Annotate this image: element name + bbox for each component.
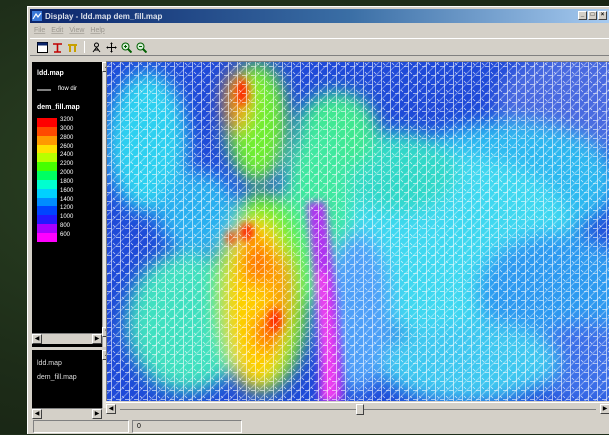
- elevation-map-image: [107, 62, 609, 401]
- legend-value-label: 2400: [60, 152, 74, 159]
- map-canvas[interactable]: [106, 61, 609, 401]
- status-pane-2: 0: [132, 420, 242, 433]
- menu-help[interactable]: Help: [90, 26, 105, 34]
- legend-swatch: [37, 126, 57, 136]
- legend-swatch: [37, 197, 57, 207]
- legend-color-ramp: [37, 118, 57, 242]
- legend-value-label: 3200: [60, 117, 74, 123]
- legend-swatch: [37, 162, 57, 172]
- zoom-in-icon[interactable]: [120, 41, 133, 54]
- legend-swatch: [37, 188, 57, 198]
- scroll-left-arrow-icon[interactable]: ◀: [32, 409, 42, 419]
- legend-swatch: [37, 206, 57, 216]
- app-icon: [32, 11, 42, 21]
- legend-swatch: [37, 179, 57, 189]
- flow-line-icon: [37, 89, 51, 91]
- draw-icon[interactable]: [51, 41, 64, 54]
- scroll-right-arrow-icon[interactable]: ▶: [92, 334, 102, 344]
- status-bar: 0: [30, 418, 609, 435]
- zoom-people-icon[interactable]: [90, 41, 103, 54]
- legend-swatch: [37, 153, 57, 163]
- zoom-out-icon[interactable]: [135, 41, 148, 54]
- map-horizontal-scrollbar[interactable]: ◀ ▶: [106, 402, 609, 416]
- toolbar: [30, 38, 609, 56]
- window-title: Display - ldd.map dem_fill.map: [45, 11, 163, 21]
- status-pane-1: [33, 420, 129, 433]
- display-window: Display - ldd.map dem_fill.map _ □ × Fil…: [27, 6, 609, 434]
- legend-value-label: 2200: [60, 161, 74, 168]
- names-item-ldd[interactable]: ldd.map: [37, 360, 62, 367]
- title-bar[interactable]: Display - ldd.map dem_fill.map _ □ ×: [30, 9, 609, 23]
- map-names-panel: ldd.map dem_fill.map: [32, 350, 102, 408]
- menu-file[interactable]: File: [34, 26, 46, 34]
- legend-value-label: 1800: [60, 178, 74, 185]
- legend-value-label: 3000: [60, 125, 74, 132]
- legend-value-label: 2800: [60, 134, 74, 141]
- legend-ldd-title: ldd.map: [37, 70, 64, 77]
- menu-bar: File Edit View Help: [30, 24, 609, 36]
- legend-swatch: [37, 171, 57, 180]
- legend-value-label: 1400: [60, 196, 74, 203]
- legend-value-label: 2600: [60, 143, 74, 150]
- scroll-left-arrow-icon[interactable]: ◀: [106, 404, 116, 414]
- scroll-right-arrow-icon[interactable]: ▶: [92, 409, 102, 419]
- legend-value-label: 2000: [60, 170, 74, 177]
- legend-value-label: 600: [60, 231, 71, 238]
- legend-swatch: [37, 118, 57, 127]
- legend-dem-title: dem_fill.map: [37, 104, 80, 111]
- legend-swatch: [37, 232, 57, 242]
- toolbar-separator: [84, 41, 85, 53]
- maximize-button[interactable]: □: [588, 11, 597, 20]
- legend-flow-label: flow dir: [58, 86, 78, 92]
- legend-value-label: 1000: [60, 214, 74, 221]
- legend-swatch: [37, 135, 57, 145]
- legend-value-label: 800: [60, 223, 71, 230]
- legend-swatch: [37, 144, 57, 154]
- menu-view[interactable]: View: [69, 26, 85, 34]
- close-button[interactable]: ×: [598, 11, 607, 20]
- pan-icon[interactable]: [105, 41, 118, 54]
- scroll-thumb[interactable]: [356, 404, 364, 415]
- legend-value-label: 1200: [60, 205, 74, 212]
- names-item-dem[interactable]: dem_fill.map: [37, 374, 77, 381]
- window-controls: _ □ ×: [578, 11, 607, 20]
- legend-value-labels: 3200 3000 2800 2600 2400 2200 2000 1800 1600 1400…: [60, 116, 100, 240]
- names-horizontal-scrollbar[interactable]: ◀ ▶: [32, 408, 102, 419]
- scroll-right-arrow-icon[interactable]: ▶: [600, 404, 609, 414]
- legend-horizontal-scrollbar[interactable]: ◀ ▶: [32, 333, 102, 344]
- bars-icon[interactable]: [66, 41, 79, 54]
- legend-swatch: [37, 215, 57, 225]
- menu-edit[interactable]: Edit: [51, 26, 64, 34]
- minimize-button[interactable]: _: [578, 11, 587, 20]
- legend-value-label: 1600: [60, 187, 74, 194]
- scroll-left-arrow-icon[interactable]: ◀: [32, 334, 42, 344]
- legend-swatch: [37, 224, 57, 233]
- legend-panel: ldd.map flow dir dem_fill.map 3200 3000 28…: [32, 62, 102, 347]
- legend-icon[interactable]: [36, 41, 49, 54]
